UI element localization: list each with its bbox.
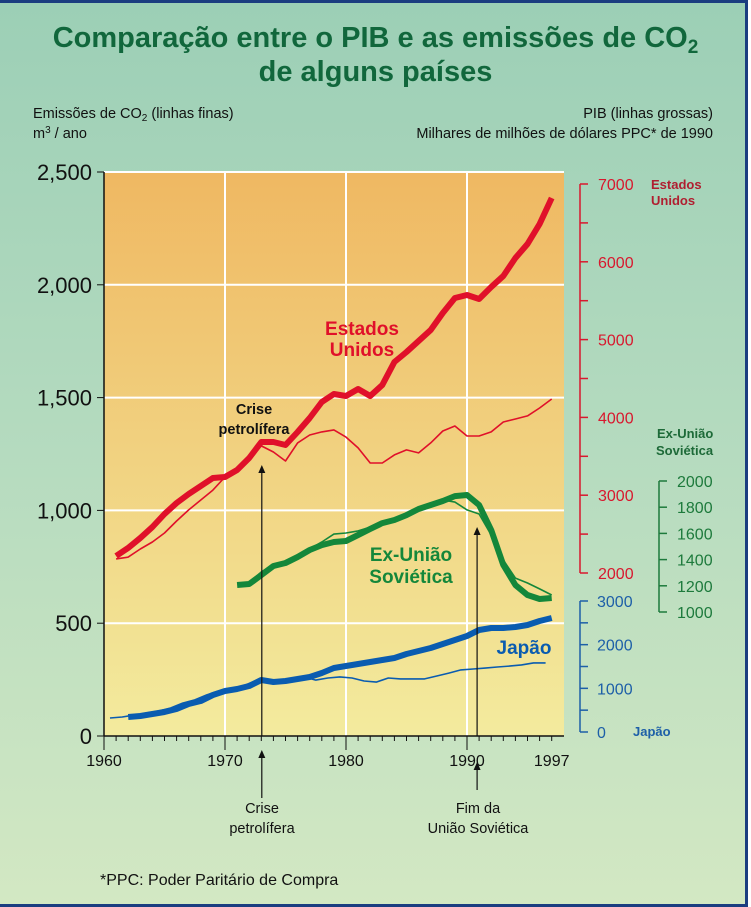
left-axis-title: Emissões de CO2 (linhas finas) — [33, 106, 234, 124]
right-axis-title: PIB (linhas grossas) — [583, 106, 713, 122]
unit-sup: 3 — [45, 125, 51, 136]
left-axis-unit: m3 / ano — [33, 125, 87, 143]
ussr-axis-tick-label: 1400 — [677, 553, 713, 570]
ussr-series-label: Soviética — [369, 567, 453, 588]
ussr-axis-tick-label: 1600 — [677, 526, 713, 543]
usa-axis-label: Unidos — [651, 193, 695, 208]
x-axis-tick-label: 1970 — [207, 753, 243, 770]
usa-axis-tick-label: 5000 — [598, 333, 634, 350]
title-text: Comparação entre o PIB e as emissões de … — [52, 22, 688, 54]
left-axis-tick-label: 500 — [55, 611, 92, 636]
japan-series-label: Japão — [497, 638, 552, 659]
chart-title-line2: de alguns países — [258, 56, 493, 88]
oil-crisis-plot-arrow-head — [258, 465, 266, 473]
japan-axis-tick-label: 3000 — [597, 594, 633, 611]
x-axis-tick-label: 1980 — [328, 753, 364, 770]
footnote: *PPC: Poder Paritário de Compra — [100, 872, 339, 889]
title-subscript: 2 — [687, 37, 699, 58]
chart-title-line1: Comparação entre o PIB e as emissões de … — [0, 22, 751, 58]
ussr-end-axis-label: Fim da — [456, 801, 501, 817]
oil-crisis-label: Crise — [236, 402, 272, 418]
usa-axis-tick-label: 7000 — [598, 177, 634, 194]
usa-series-label: Estados — [325, 319, 399, 340]
usa-axis-tick-label: 3000 — [598, 488, 634, 505]
unit-base: m — [33, 126, 46, 142]
oil-crisis-axis-label: petrolífera — [229, 821, 295, 837]
left-axis-tick-label: 0 — [80, 724, 92, 749]
gdp-line-japan — [127, 615, 553, 720]
left-axis-tick-label: 2,000 — [37, 273, 92, 298]
japan-axis-label: Japão — [633, 724, 671, 739]
oil-crisis-axis-label: Crise — [245, 801, 279, 817]
co2-line-japan — [109, 662, 546, 719]
left-axis-tick-label: 2,500 — [37, 160, 92, 185]
usa-axis-tick-label: 2000 — [598, 566, 634, 583]
usa-axis-label: Estados — [651, 177, 702, 192]
ussr-axis-label: Ex-União — [657, 426, 713, 441]
left-axis-tick-label: 1,000 — [37, 498, 92, 523]
ussr-axis-tick-label: 1800 — [677, 500, 713, 517]
x-axis-tick-label: 1960 — [86, 753, 122, 770]
ussr-axis-tick-label: 1200 — [677, 579, 713, 596]
ussr-end-axis-arrow-head — [473, 762, 481, 770]
plot-area — [104, 172, 564, 736]
co2-line-ussr — [248, 499, 553, 596]
ussr-series-label: Ex-União — [370, 545, 452, 566]
ussr-end-axis-label: União Soviética — [428, 821, 530, 837]
oil-crisis-axis-arrow-head — [258, 750, 266, 758]
x-axis-tick-label: 1997 — [534, 753, 570, 770]
japan-axis-tick-label: 0 — [597, 725, 606, 742]
right-axis-unit: Milhares de milhões de dólares PPC* de 1… — [416, 126, 713, 142]
co2-line-usa — [115, 398, 553, 560]
ussr-end-plot-arrow-head — [473, 527, 481, 535]
oil-crisis-label: petrolífera — [219, 422, 291, 438]
ussr-axis-tick-label: 1000 — [677, 605, 713, 622]
ussr-axis-label: Soviética — [656, 443, 714, 458]
left-axis-title-text: Emissões de CO — [33, 106, 142, 122]
left-axis-title-rest: (linhas finas) — [147, 106, 234, 122]
usa-series-label: Unidos — [330, 340, 394, 361]
ussr-axis-tick-label: 2000 — [677, 474, 713, 491]
left-axis-tick-label: 1,500 — [37, 386, 92, 411]
gdp-line-usa — [114, 196, 555, 559]
usa-axis-tick-label: 4000 — [598, 410, 634, 427]
unit-rest: / ano — [50, 126, 87, 142]
japan-axis-tick-label: 2000 — [597, 638, 633, 655]
x-axis-tick-label: 1990 — [449, 753, 485, 770]
left-axis-title-sub: 2 — [141, 113, 148, 124]
usa-axis-tick-label: 6000 — [598, 255, 634, 272]
japan-axis-tick-label: 1000 — [597, 681, 633, 698]
